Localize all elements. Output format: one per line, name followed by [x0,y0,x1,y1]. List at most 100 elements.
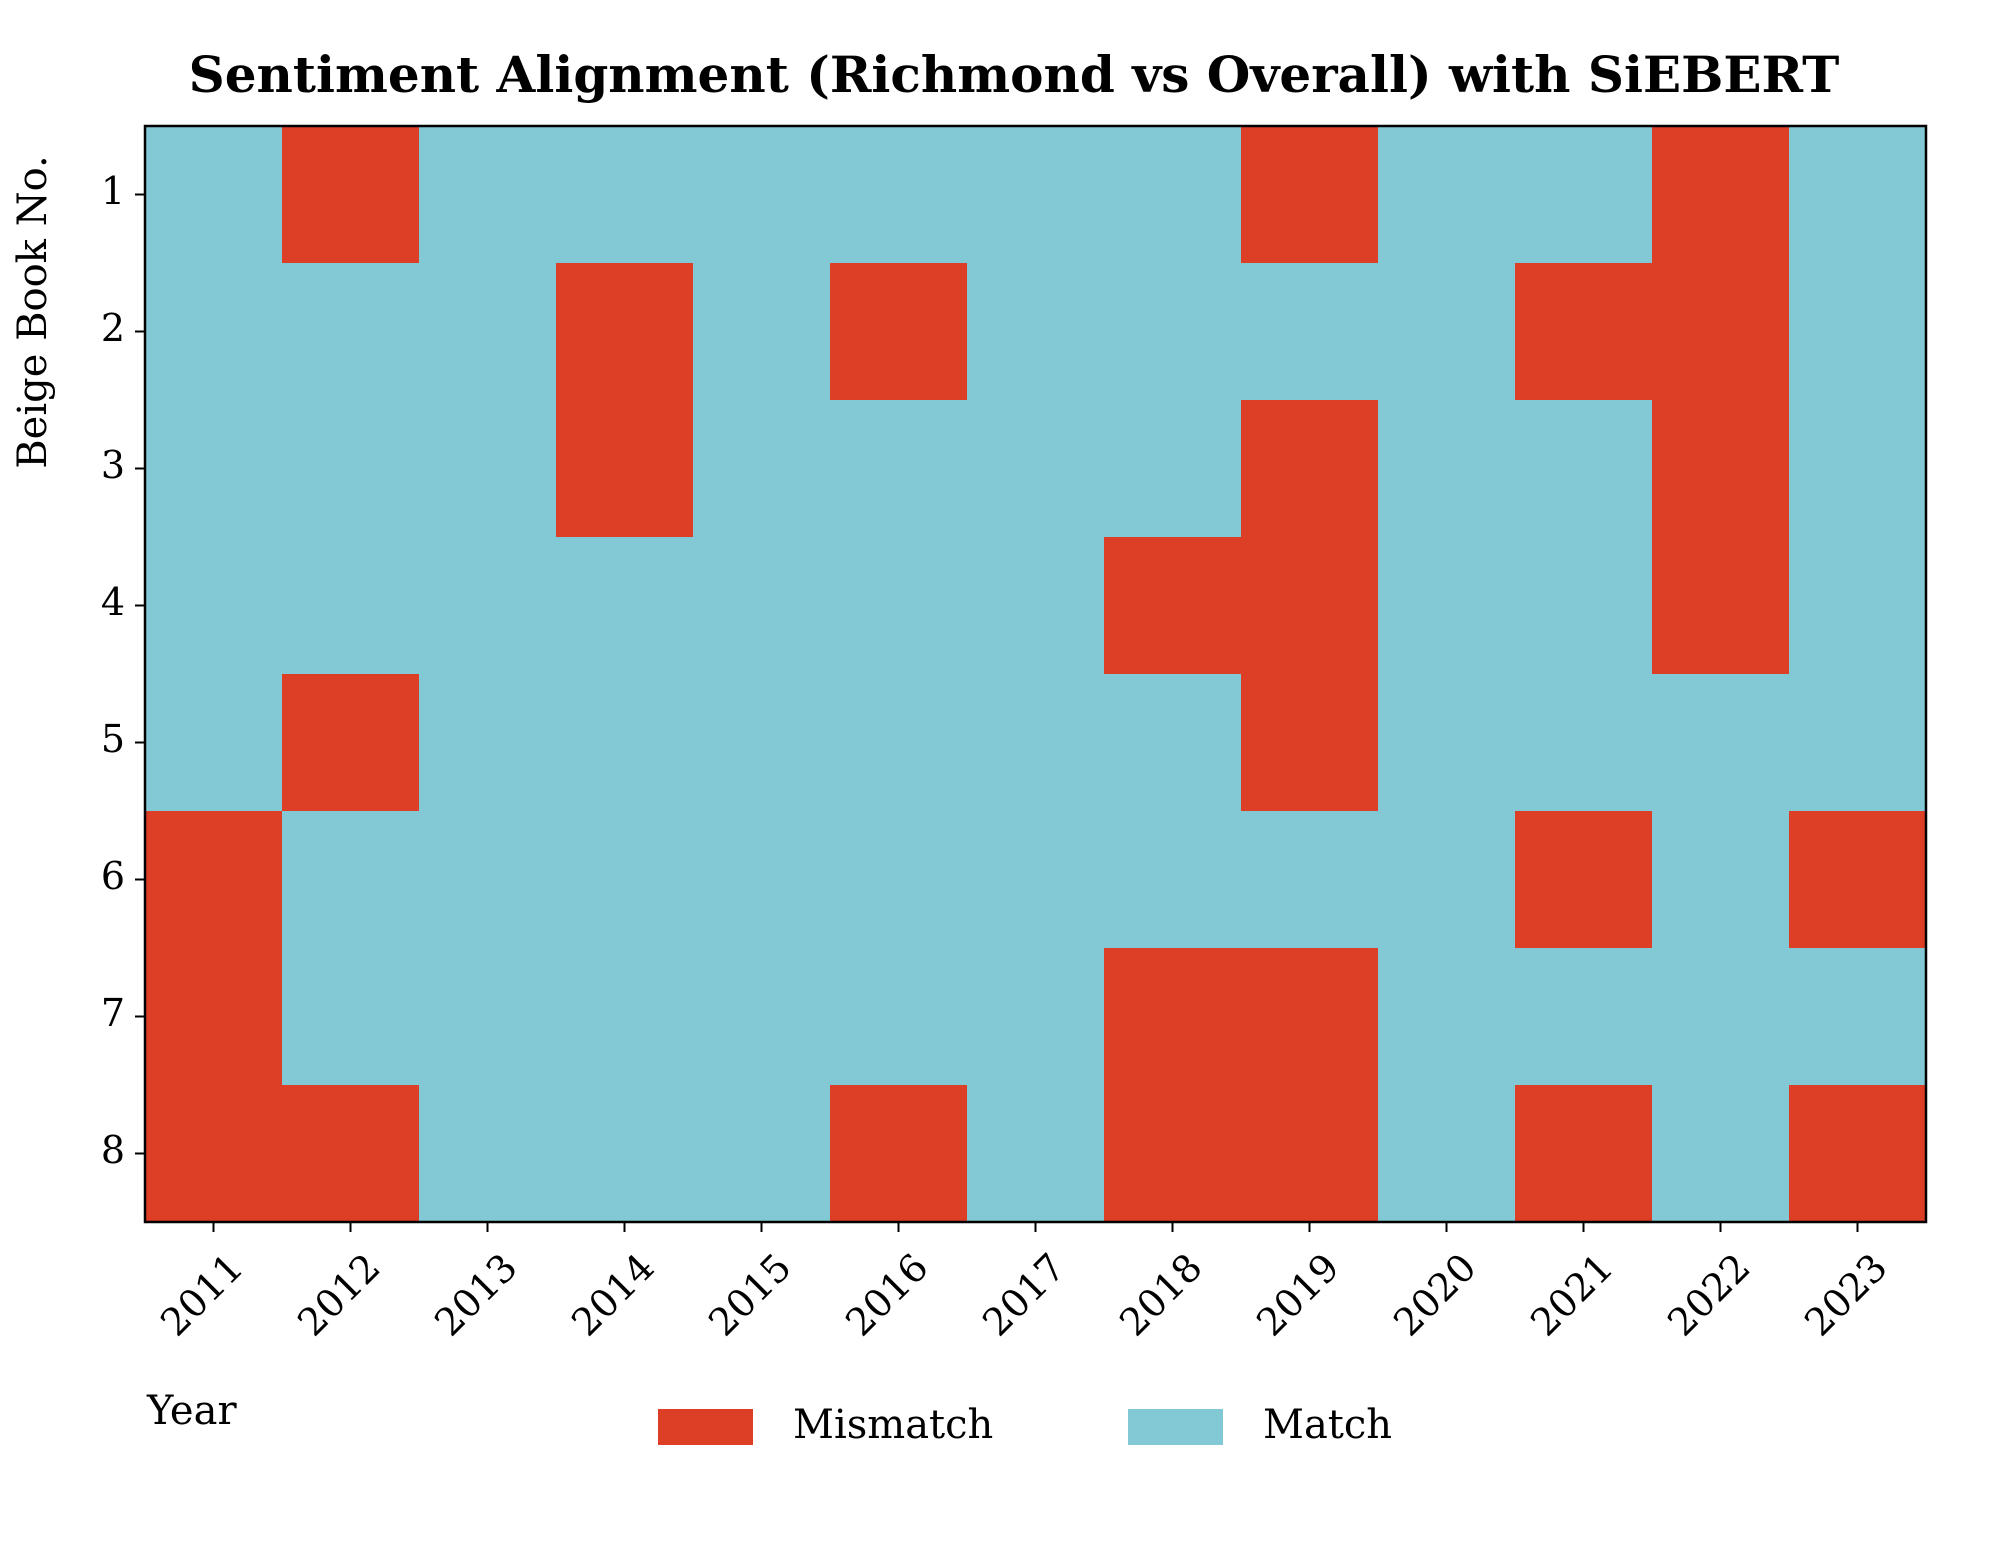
cell [1104,1085,1242,1223]
y-tick-label: 7 [101,991,125,1035]
cell [1789,948,1927,1086]
cell [693,674,831,812]
cell [419,263,557,401]
cell [1378,537,1516,675]
cell [419,674,557,812]
x-tick-label: 2018 [1111,1245,1211,1345]
cell [1378,811,1516,949]
cell [1104,537,1242,675]
cell [1241,1085,1379,1223]
cell [282,1085,420,1223]
cell [1378,674,1516,812]
cell [419,400,557,538]
cell [1789,126,1927,264]
x-tick-label: 2011 [152,1245,252,1345]
cell [1241,811,1379,949]
cell [1652,537,1790,675]
cell [693,948,831,1086]
cell [830,537,968,675]
x-tick-label: 2019 [1248,1245,1348,1345]
cell [830,948,968,1086]
x-tick-label: 2013 [426,1245,526,1345]
cell [1241,537,1379,675]
y-tick-label: 2 [101,306,125,350]
cell [693,400,831,538]
cell [967,811,1105,949]
x-tick-label: 2015 [700,1245,800,1345]
cell [1652,948,1790,1086]
cell [967,400,1105,538]
cell [1789,400,1927,538]
x-tick-label: 2022 [1659,1245,1759,1345]
cell [967,537,1105,675]
cell [1241,400,1379,538]
x-tick-label: 2016 [837,1245,937,1345]
cell [1515,1085,1653,1223]
cell [1515,400,1653,538]
cell [145,948,283,1086]
y-tick-label: 3 [101,443,125,487]
heatmap [145,126,1927,1223]
cell [556,537,694,675]
cell [1378,1085,1516,1223]
cell [145,811,283,949]
cell [967,948,1105,1086]
cell [1241,126,1379,264]
y-tick-label: 4 [101,580,125,624]
cell [145,400,283,538]
cell [1241,263,1379,401]
cell [1515,537,1653,675]
cell [282,674,420,812]
cell [967,1085,1105,1223]
cell [1652,1085,1790,1223]
y-tick-label: 8 [101,1128,125,1172]
cell [1378,948,1516,1086]
cell [282,948,420,1086]
cell [282,400,420,538]
x-tick-label: 2014 [563,1245,663,1345]
cell [1515,126,1653,264]
cell [1378,126,1516,264]
cell [145,1085,283,1223]
cell [830,674,968,812]
cell [1241,674,1379,812]
cell [1515,811,1653,949]
y-tick-label: 1 [101,169,125,213]
cell [419,537,557,675]
cell [1515,948,1653,1086]
x-tick-label: 2023 [1796,1245,1896,1345]
x-tick-label: 2020 [1385,1245,1485,1345]
cell [1652,263,1790,401]
cell [1789,263,1927,401]
cell [282,811,420,949]
cell [693,1085,831,1223]
chart-title: Sentiment Alignment (Richmond vs Overall… [189,45,1840,104]
cell [967,126,1105,264]
cell [1789,811,1927,949]
legend-swatch [1128,1409,1223,1445]
cell [556,948,694,1086]
cell [1652,400,1790,538]
cell [1104,811,1242,949]
cell [419,1085,557,1223]
cell [830,811,968,949]
cell [419,948,557,1086]
cell [145,263,283,401]
cell [1104,948,1242,1086]
cell [145,126,283,264]
cell [556,1085,694,1223]
cell [145,674,283,812]
cell [556,126,694,264]
cell [1104,263,1242,401]
cell [1515,674,1653,812]
cell [1515,263,1653,401]
cell [282,263,420,401]
x-tick-label: 2021 [1522,1245,1622,1345]
cell [1104,674,1242,812]
cell [693,263,831,401]
x-tick-label: 2017 [974,1245,1074,1345]
cell [1789,537,1927,675]
cell [1789,1085,1927,1223]
x-axis-label: Year [146,1388,237,1434]
